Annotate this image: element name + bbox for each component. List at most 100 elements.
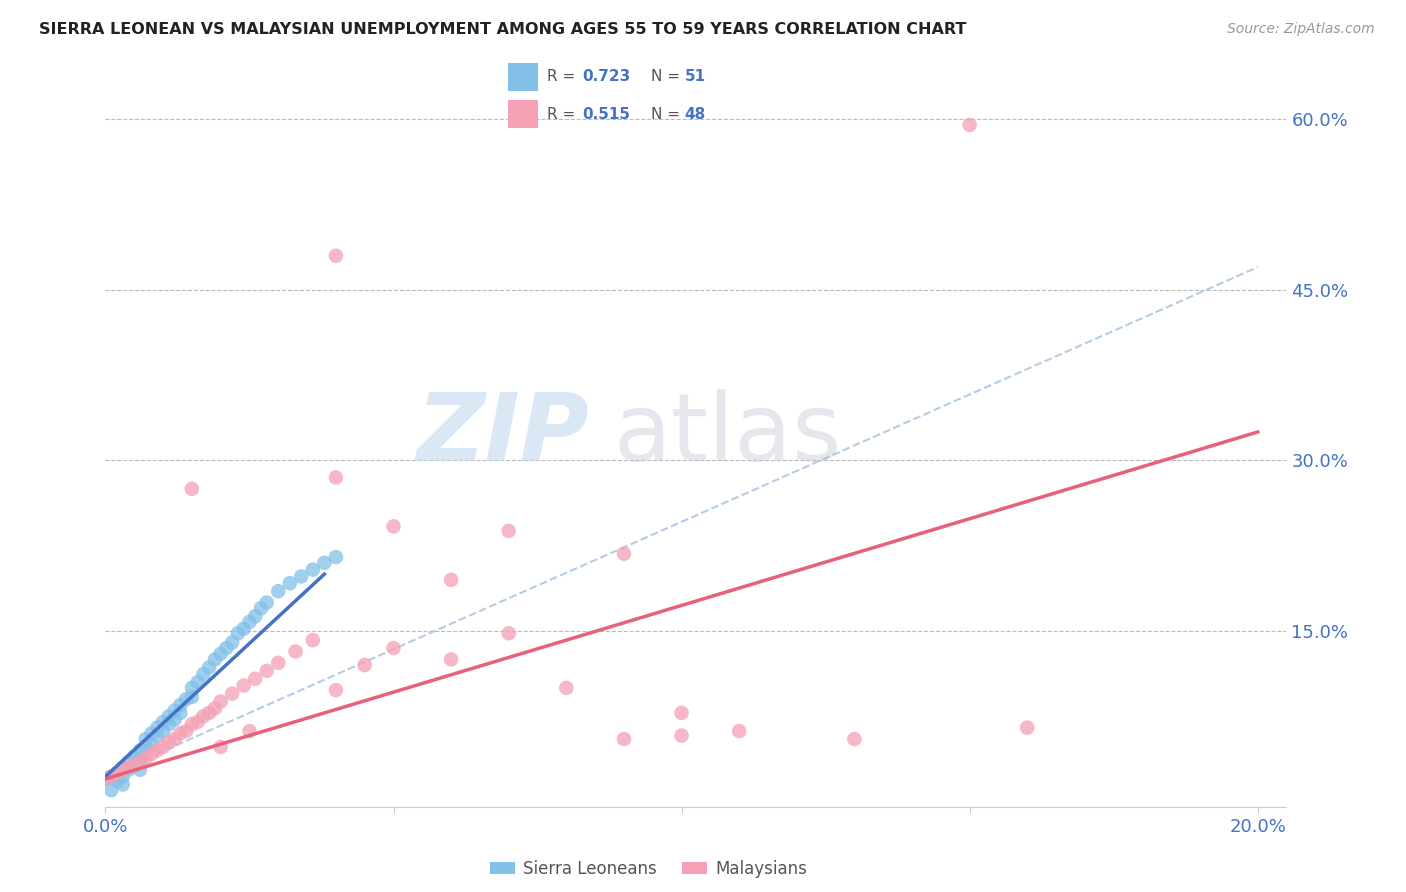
Point [129, 743, 152, 757]
Point [728, 724, 751, 739]
Point [238, 615, 260, 629]
Point [209, 694, 232, 708]
Point [267, 656, 290, 670]
Point [111, 763, 134, 777]
Point [100, 770, 122, 784]
Point [129, 763, 152, 777]
Point [204, 701, 226, 715]
Point [256, 664, 278, 678]
Point [117, 755, 139, 769]
Point [105, 774, 128, 789]
Point [238, 724, 260, 739]
Point [325, 249, 347, 263]
Point [245, 672, 267, 686]
Point [290, 569, 312, 583]
Point [94, 772, 117, 786]
Point [226, 626, 249, 640]
Point [152, 739, 174, 754]
Point [157, 709, 180, 723]
Point [209, 739, 232, 754]
Bar [508, 100, 538, 128]
Point [146, 729, 169, 743]
Point [256, 596, 278, 610]
Point [314, 556, 336, 570]
Point [440, 573, 463, 587]
Point [94, 772, 117, 786]
Point [141, 738, 163, 752]
Point [122, 758, 145, 772]
Point [215, 641, 238, 656]
Point [267, 584, 290, 599]
Point [325, 550, 347, 565]
Point [232, 679, 254, 693]
Point [382, 641, 405, 656]
Point [122, 749, 145, 764]
Point [198, 706, 221, 720]
Point [302, 633, 325, 648]
Point [129, 755, 152, 769]
Point [152, 714, 174, 729]
Legend: Sierra Leoneans, Malaysians: Sierra Leoneans, Malaysians [484, 854, 814, 885]
Text: 51: 51 [685, 70, 706, 85]
Point [325, 470, 347, 484]
Point [250, 601, 273, 615]
Point [111, 778, 134, 792]
Point [111, 760, 134, 774]
Text: N =: N = [651, 107, 685, 121]
Point [117, 763, 139, 777]
Text: 0.723: 0.723 [582, 70, 630, 85]
Point [278, 576, 301, 591]
Point [284, 644, 307, 658]
Point [152, 724, 174, 739]
Point [671, 706, 693, 720]
Point [146, 743, 169, 757]
Point [180, 681, 202, 695]
Text: SIERRA LEONEAN VS MALAYSIAN UNEMPLOYMENT AMONG AGES 55 TO 59 YEARS CORRELATION C: SIERRA LEONEAN VS MALAYSIAN UNEMPLOYMENT… [39, 22, 967, 37]
Point [671, 729, 693, 743]
Point [245, 609, 267, 624]
Point [122, 758, 145, 772]
Point [209, 647, 232, 661]
Point [141, 747, 163, 761]
Point [163, 732, 186, 747]
Point [163, 713, 186, 727]
Point [193, 709, 215, 723]
Text: atlas: atlas [613, 389, 842, 481]
Point [105, 766, 128, 780]
Point [135, 751, 157, 765]
Point [129, 751, 152, 765]
Text: ZIP: ZIP [416, 389, 589, 481]
Point [111, 770, 134, 784]
Point [440, 652, 463, 666]
Bar [508, 62, 538, 91]
Point [221, 635, 243, 649]
Point [180, 717, 202, 731]
Point [100, 770, 122, 784]
Point [169, 726, 191, 740]
Point [100, 783, 122, 797]
Text: R =: R = [547, 107, 581, 121]
Point [353, 658, 375, 673]
Point [146, 721, 169, 735]
Point [135, 739, 157, 754]
Point [1017, 721, 1039, 735]
Point [117, 760, 139, 774]
Point [498, 524, 520, 538]
Text: 48: 48 [685, 107, 706, 121]
Point [163, 704, 186, 718]
Text: R =: R = [547, 70, 581, 85]
Point [180, 690, 202, 704]
Text: N =: N = [651, 70, 685, 85]
Point [844, 732, 866, 747]
Point [174, 692, 197, 706]
Point [174, 724, 197, 739]
Point [169, 706, 191, 720]
Point [613, 732, 636, 747]
Point [187, 714, 209, 729]
Point [193, 667, 215, 681]
Point [141, 726, 163, 740]
Point [180, 482, 202, 496]
Point [232, 622, 254, 636]
Point [613, 547, 636, 561]
Point [382, 519, 405, 533]
